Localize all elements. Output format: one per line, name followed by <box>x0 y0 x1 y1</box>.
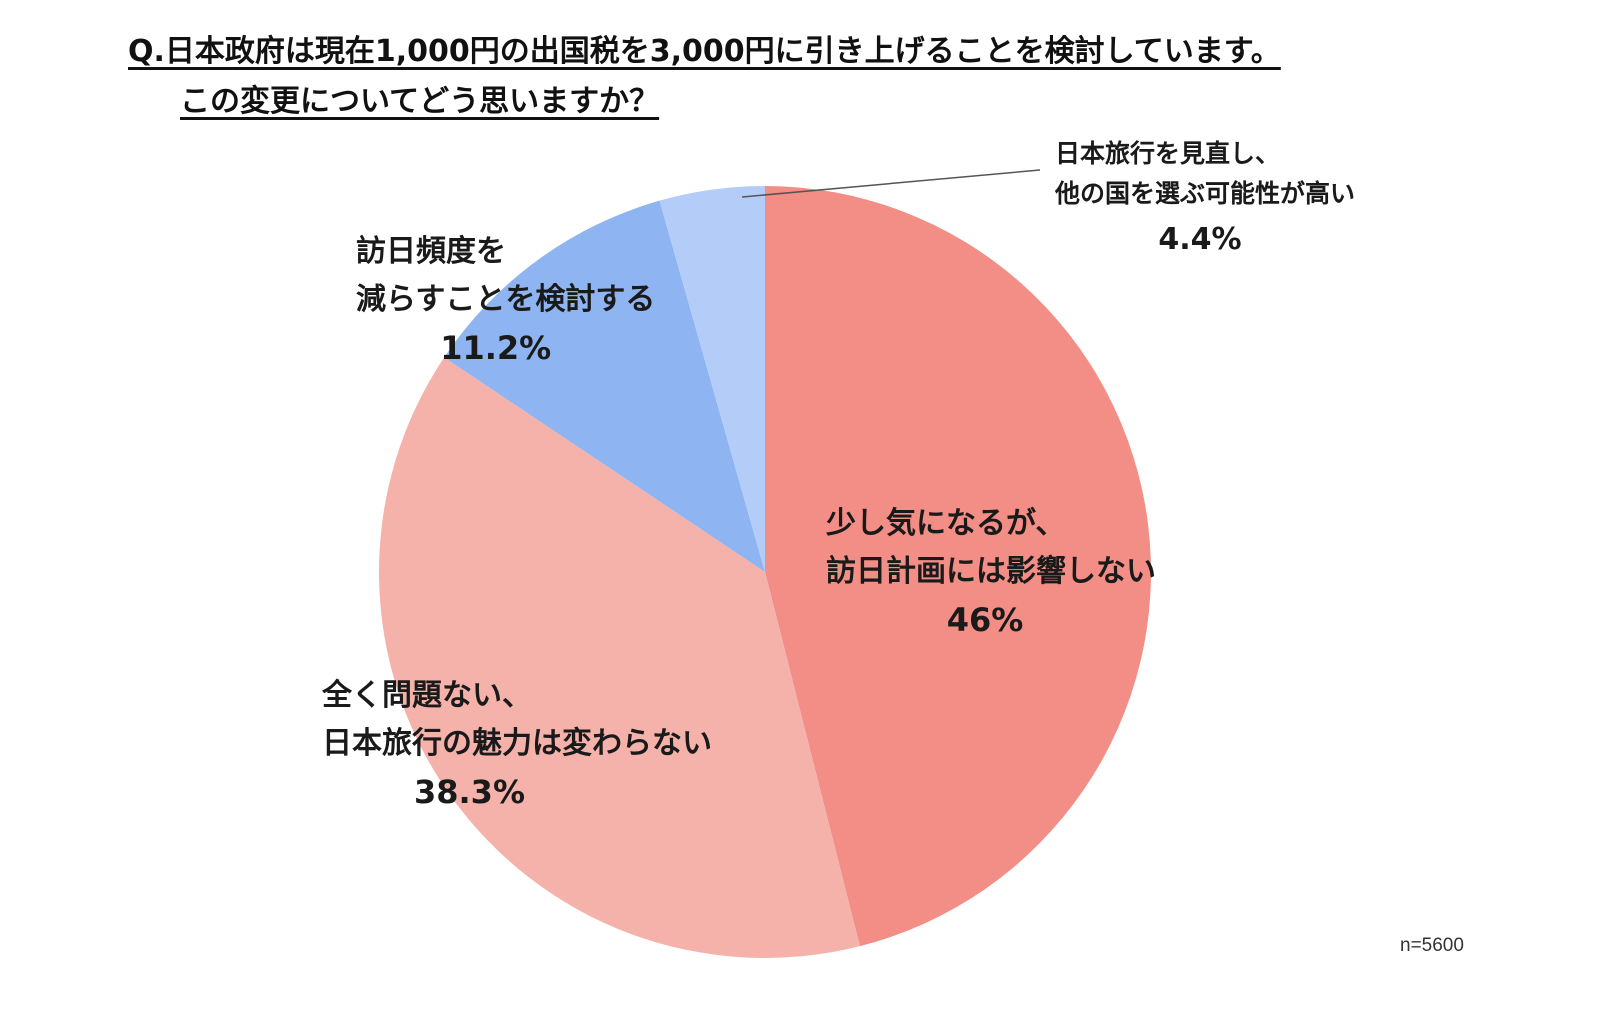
label-line: 訪日計画には影響しない <box>826 554 1156 589</box>
slice-label-11: 訪日頻度を 減らすことを検討する 11.2% <box>356 228 655 372</box>
label-percent: 4.4% <box>1158 222 1242 257</box>
pie-slice <box>765 186 1151 947</box>
label-percent: 38.3% <box>413 773 525 811</box>
label-line: 全く問題ない、 <box>322 678 532 713</box>
sample-size-note: n=5600 <box>1400 935 1464 956</box>
pie-slice <box>659 186 765 572</box>
leader-line <box>741 169 1041 198</box>
slice-label-46: 少し気になるが、 訪日計画には影響しない 46% <box>826 500 1156 644</box>
chart-title-line1: Q.日本政府は現在1,000円の出国税を3,000円に引き上げることを検討してい… <box>128 34 1281 69</box>
label-line: 減らすことを検討する <box>356 282 656 317</box>
slice-label-4: 日本旅行を見直し、 他の国を選ぶ可能性が高い 4.4% <box>1055 134 1355 266</box>
label-line: 日本旅行の魅力は変わらない <box>322 726 712 761</box>
label-line: 他の国を選ぶ可能性が高い <box>1055 179 1356 208</box>
label-percent: 46% <box>946 601 1024 639</box>
label-line: 日本旅行を見直し、 <box>1055 139 1281 168</box>
label-line: 少し気になるが、 <box>826 506 1066 541</box>
pie-slice <box>378 357 860 958</box>
slice-label-38: 全く問題ない、 日本旅行の魅力は変わらない 38.3% <box>322 672 712 816</box>
chart-title-line2: この変更についてどう思いますか？ <box>180 84 660 119</box>
label-line: 訪日頻度を <box>356 234 506 269</box>
label-percent: 11.2% <box>440 329 552 367</box>
pie-slice <box>444 200 765 572</box>
